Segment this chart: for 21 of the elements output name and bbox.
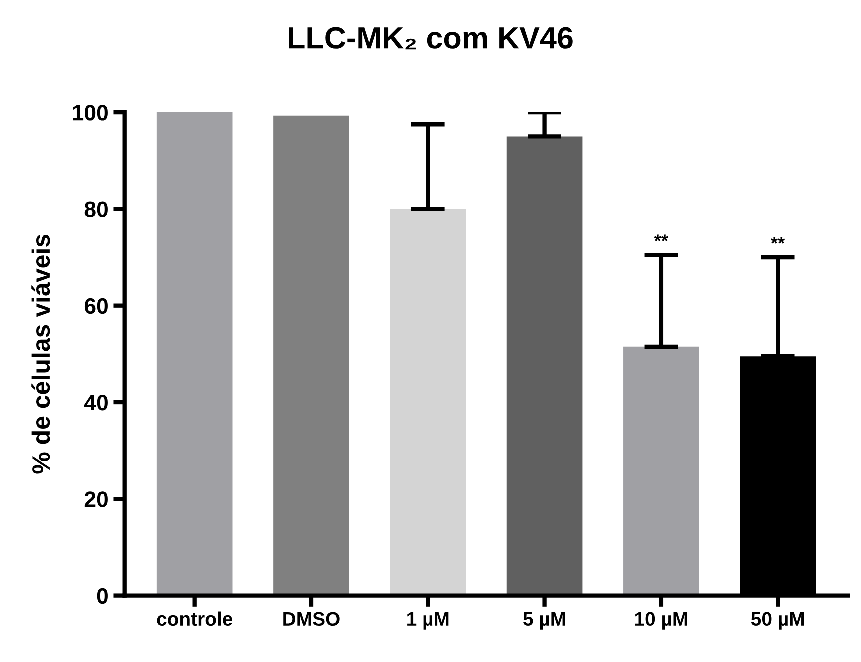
y-tick-label: 20 <box>84 492 108 508</box>
y-tick-label: 80 <box>84 202 108 218</box>
x-tick-label: 10 µM <box>635 612 688 630</box>
bar <box>390 209 466 596</box>
bar <box>156 112 233 596</box>
x-tick-label: 1 µM <box>408 612 449 630</box>
annotation: ** <box>654 234 668 242</box>
bar <box>506 136 583 596</box>
chart-title: LLC-MK₂ com KV46 <box>289 27 573 50</box>
x-tick-label: 5 µM <box>524 612 566 630</box>
bar <box>274 116 350 596</box>
x-tick-label: DMSO <box>284 612 340 626</box>
y-tick-label: 40 <box>84 395 108 411</box>
y-tick-label: 0 <box>97 588 108 604</box>
annotation: ** <box>771 237 786 244</box>
y-tick-label: 100 <box>73 105 108 121</box>
x-tick-label: controle <box>157 612 233 626</box>
y-axis-title: % de células viáveis <box>32 234 50 474</box>
y-tick-label: 60 <box>84 298 108 314</box>
x-tick-label: 50 µM <box>751 612 804 630</box>
bar <box>624 346 700 596</box>
